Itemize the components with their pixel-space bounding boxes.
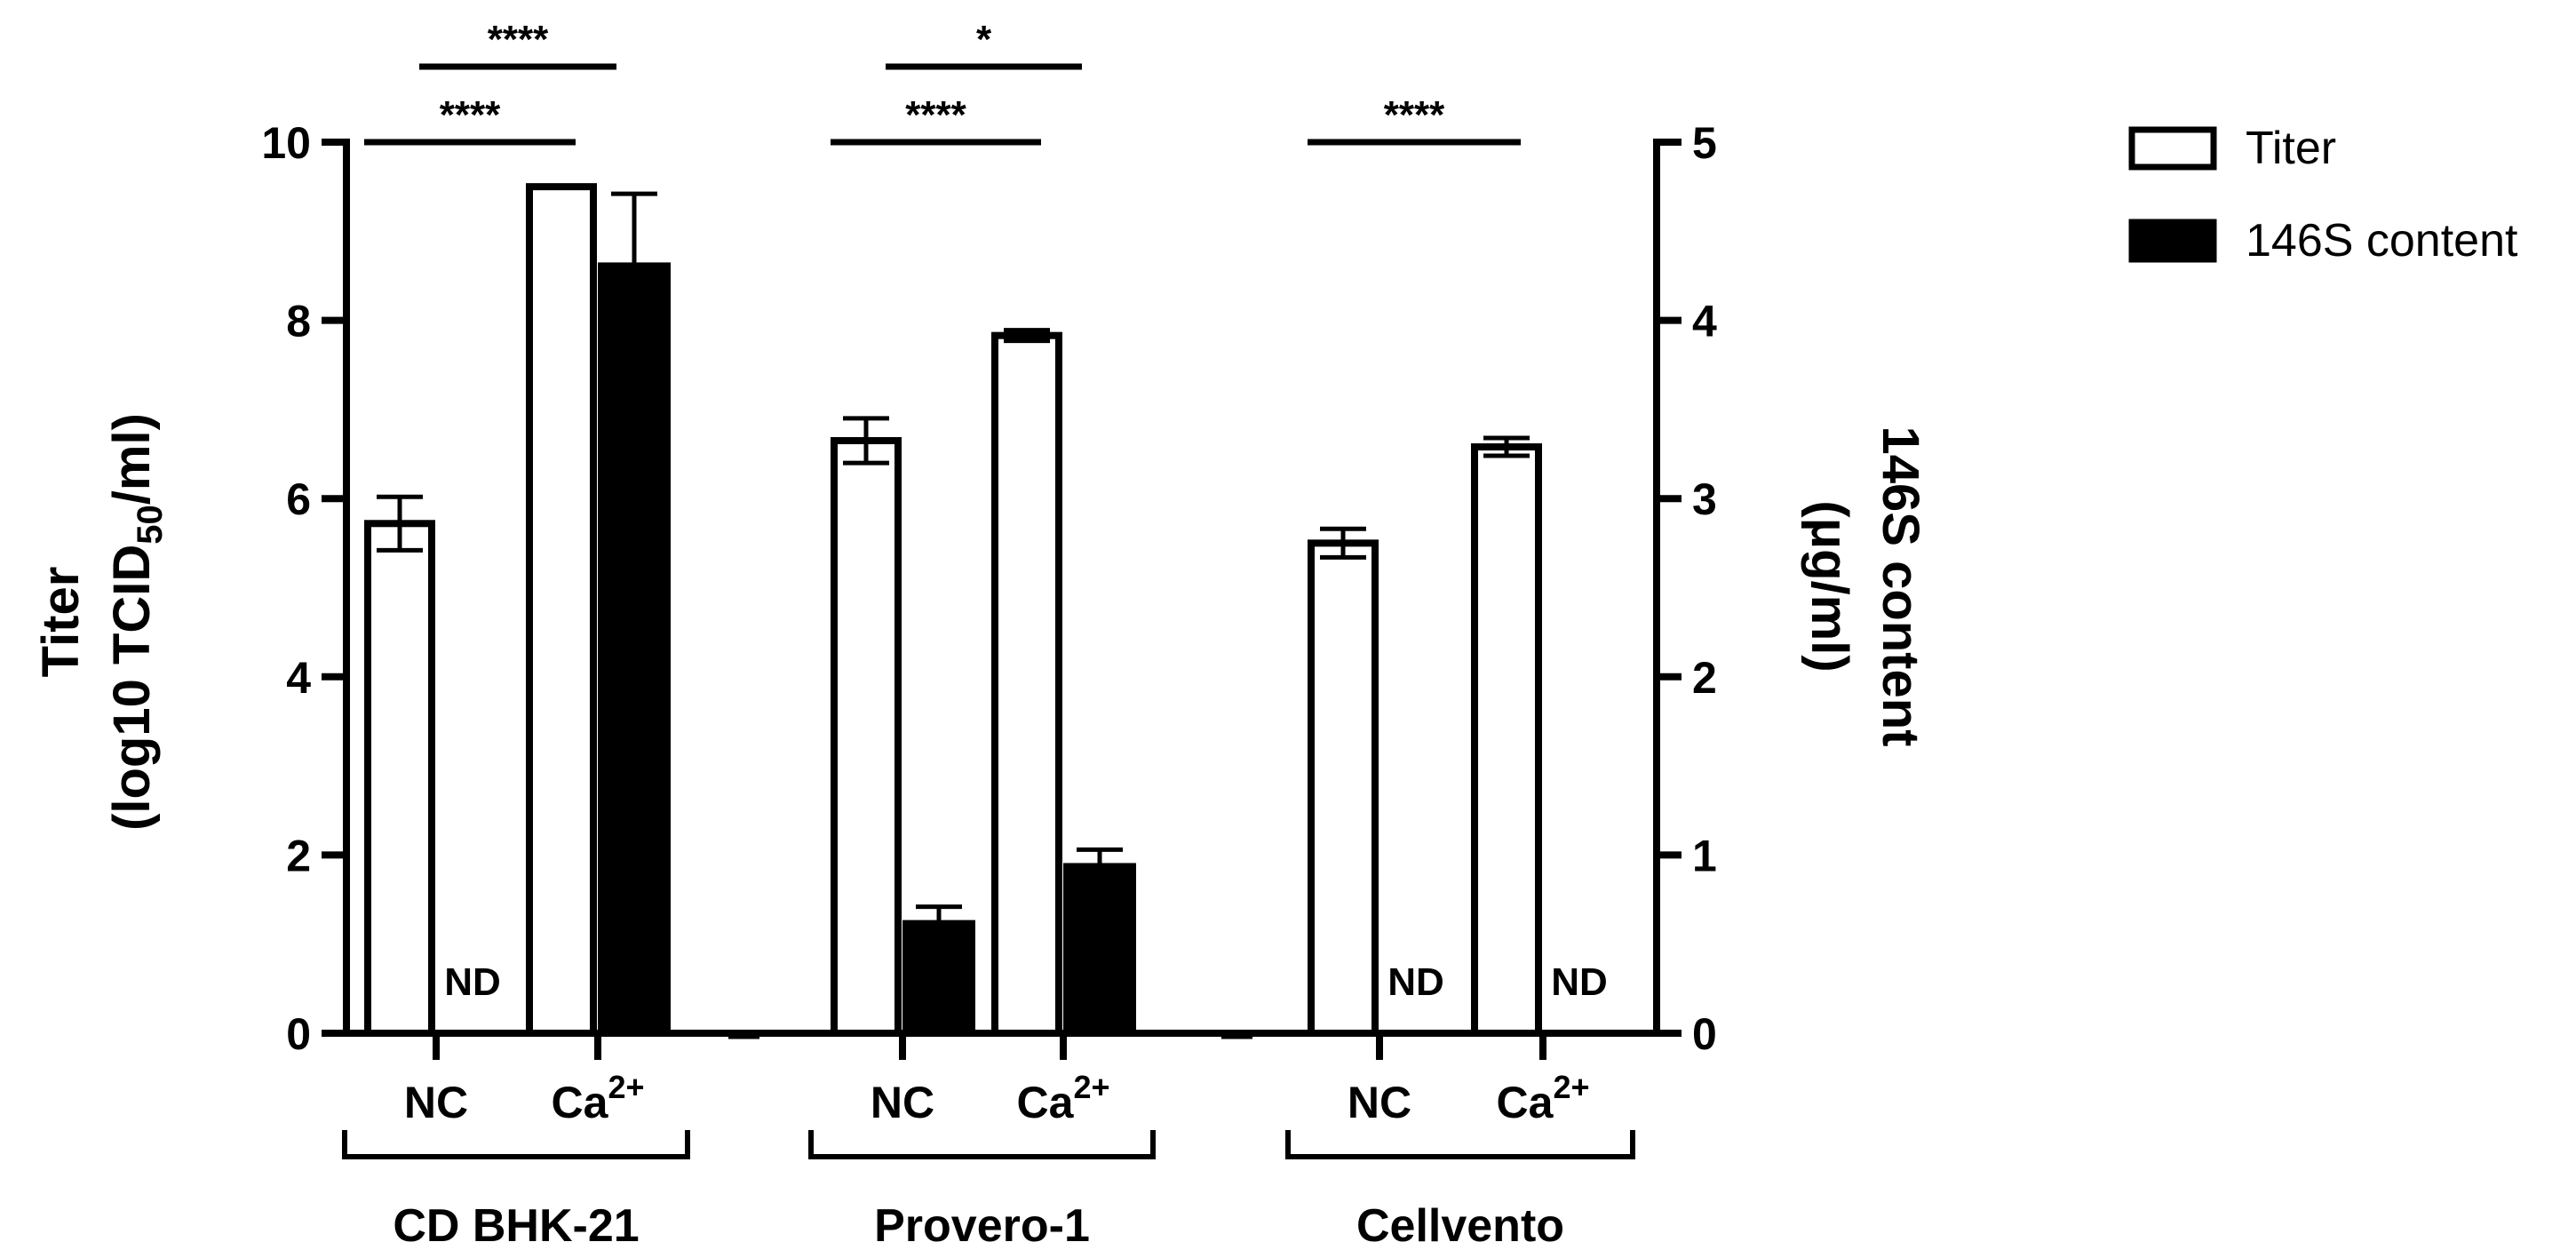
titer-bar	[1471, 443, 1542, 1037]
category-label: NC	[871, 1078, 934, 1127]
significance-label: *	[976, 18, 992, 61]
category-label: NC	[1348, 1078, 1411, 1127]
group-label: Cellvento	[1356, 1200, 1564, 1250]
left-tick-label: 0	[286, 1009, 311, 1059]
category-label: NC	[404, 1078, 468, 1127]
right-axis-title-line1: 146S content	[1872, 426, 1929, 747]
significance-label: ****	[905, 93, 966, 137]
significance-label: ****	[1384, 93, 1445, 137]
legend-label-146s: 146S content	[2246, 215, 2518, 267]
right-axis-title: 146S content (μg/ml)	[1801, 426, 1929, 747]
legend-swatch-titer	[2128, 126, 2217, 171]
left-tick-label: 6	[286, 474, 311, 524]
right-tick-label: 2	[1692, 653, 1717, 703]
left-axis-title-line2: (log10 TCID50/ml)	[103, 413, 170, 831]
category-label: Ca2+	[552, 1069, 645, 1127]
left-tick-label: 8	[286, 297, 311, 346]
legend: Titer 146S content	[2128, 123, 2518, 267]
nd-label: ND	[1551, 960, 1608, 1004]
group-bracket	[808, 1130, 1156, 1159]
right-tick-label: 3	[1692, 474, 1717, 524]
group-bracket	[1285, 1130, 1635, 1159]
s146-bar	[902, 920, 975, 1034]
legend-label-titer: Titer	[2246, 123, 2336, 174]
titer-bar	[526, 183, 597, 1037]
right-tick-label: 0	[1692, 1009, 1717, 1059]
group-bracket	[342, 1130, 690, 1159]
titer-bar	[364, 520, 435, 1037]
left-tick-label: 10	[261, 118, 311, 168]
s146-bar	[598, 262, 671, 1034]
category-label: Ca2+	[1497, 1069, 1590, 1127]
legend-swatch-146s	[2128, 219, 2217, 263]
nd-label: ND	[444, 960, 501, 1004]
annotations: *****************	[364, 18, 1521, 146]
left-axis-title-line1: Titer	[32, 567, 90, 678]
titer-bar	[991, 331, 1062, 1037]
right-tick-label: 5	[1692, 118, 1717, 168]
group-label: Provero-1	[874, 1200, 1090, 1250]
significance-label: ****	[488, 18, 549, 61]
bars: ND ND ND	[364, 183, 1608, 1037]
s146-bar	[1063, 863, 1136, 1034]
nd-label: ND	[1387, 960, 1444, 1004]
group-label: CD BHK-21	[393, 1200, 639, 1250]
category-label: Ca2+	[1017, 1069, 1110, 1127]
left-tick-label: 2	[286, 831, 311, 880]
titer-bar	[1308, 539, 1379, 1037]
right-axis-title-line2: (μg/ml)	[1801, 500, 1858, 672]
right-tick-label: 4	[1692, 297, 1717, 346]
left-axis-title: Titer (log10 TCID50/ml)	[32, 413, 170, 831]
titer-bar	[831, 437, 902, 1037]
right-tick-label: 1	[1692, 831, 1717, 880]
left-tick-label: 4	[286, 653, 311, 703]
significance-label: ****	[440, 93, 501, 137]
